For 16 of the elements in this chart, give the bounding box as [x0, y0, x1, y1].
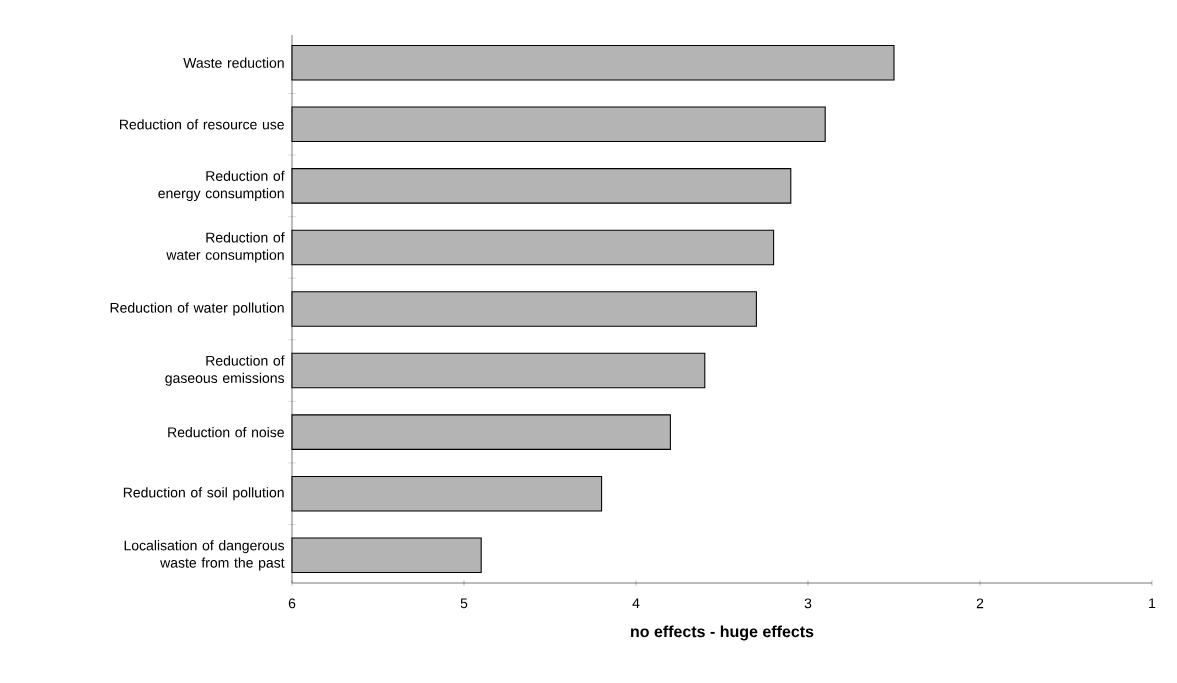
- y-tick-label: Reduction of energy consumption: [158, 170, 285, 202]
- x-tick-label: 2: [976, 598, 984, 609]
- x-tick-label: 3: [804, 598, 812, 609]
- x-tick-label: 1: [1149, 598, 1156, 609]
- x-tick-label: 5: [460, 598, 468, 609]
- x-axis-title: no effects - huge effects: [631, 625, 814, 641]
- x-tick-label: 4: [632, 598, 640, 609]
- y-tick-label: Reduction of water pollution: [110, 302, 284, 316]
- y-tick-label: Waste reduction: [183, 57, 284, 68]
- x-tick-label: 6: [288, 598, 296, 609]
- y-tick-label: Reduction of gaseous emissions: [165, 355, 285, 386]
- y-tick-label: Reduction of soil pollution: [123, 487, 284, 501]
- y-tick-label: Localisation of dangerous waste from the past: [124, 540, 285, 571]
- y-tick-label: Reduction of noise: [168, 427, 284, 438]
- y-tick-label: Reduction of resource use: [120, 119, 284, 130]
- y-tick-label: Reduction of water consumption: [166, 232, 285, 263]
